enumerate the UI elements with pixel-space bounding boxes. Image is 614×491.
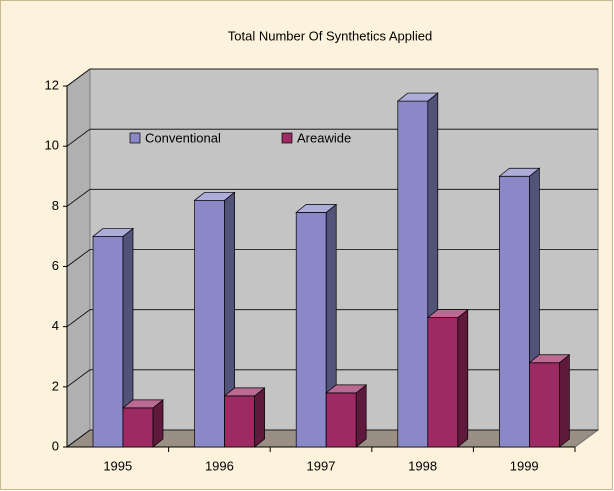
x-tick-label: 1996 bbox=[205, 458, 234, 473]
bar bbox=[325, 384, 368, 448]
bar-top bbox=[325, 384, 368, 394]
bar-side bbox=[457, 308, 469, 448]
bar-top bbox=[528, 354, 571, 364]
x-tick-label: 1997 bbox=[307, 458, 336, 473]
y-tick-label: 6 bbox=[52, 258, 59, 273]
bar-front bbox=[325, 392, 357, 448]
bar bbox=[528, 354, 571, 448]
x-tick-label: 1998 bbox=[408, 458, 437, 473]
bar-top bbox=[396, 92, 439, 102]
y-tick-label: 4 bbox=[52, 318, 59, 333]
y-tick-label: 2 bbox=[52, 378, 59, 393]
legend-label: Conventional bbox=[145, 130, 221, 145]
x-tick-label: 1995 bbox=[103, 458, 132, 473]
legend-swatch bbox=[129, 132, 141, 144]
bar bbox=[122, 399, 164, 448]
x-tick-label: 1999 bbox=[510, 458, 539, 473]
bar-top bbox=[498, 167, 541, 177]
bar-top bbox=[295, 204, 338, 213]
bar-front bbox=[92, 236, 124, 448]
bar-top bbox=[92, 228, 134, 237]
bar-front bbox=[194, 199, 225, 448]
bar-side bbox=[559, 354, 570, 448]
bar-top bbox=[193, 191, 236, 201]
y-tick-label: 0 bbox=[52, 438, 59, 453]
y-tick-label: 12 bbox=[45, 77, 59, 92]
legend-swatch bbox=[281, 132, 293, 144]
bar-front bbox=[295, 212, 327, 448]
bar-side bbox=[355, 384, 367, 448]
legend-label: Areawide bbox=[297, 130, 351, 145]
bar bbox=[223, 387, 266, 448]
bar bbox=[426, 308, 469, 448]
bar-top bbox=[122, 399, 164, 409]
bar-front bbox=[224, 395, 255, 448]
bar-side bbox=[254, 387, 265, 448]
bar bbox=[92, 227, 134, 448]
bar-front bbox=[427, 317, 459, 448]
grid-line bbox=[66, 68, 598, 87]
bar-front bbox=[397, 100, 429, 448]
chart-title: Total Number Of Synthetics Applied bbox=[228, 28, 433, 43]
bar-front bbox=[529, 362, 560, 448]
bar bbox=[193, 191, 236, 448]
bar-top bbox=[223, 387, 266, 397]
bar-front bbox=[122, 407, 154, 448]
bar-front bbox=[499, 175, 530, 448]
bar-top bbox=[426, 309, 469, 318]
y-tick-label: 10 bbox=[45, 138, 59, 153]
y-tick-label: 8 bbox=[52, 198, 59, 213]
